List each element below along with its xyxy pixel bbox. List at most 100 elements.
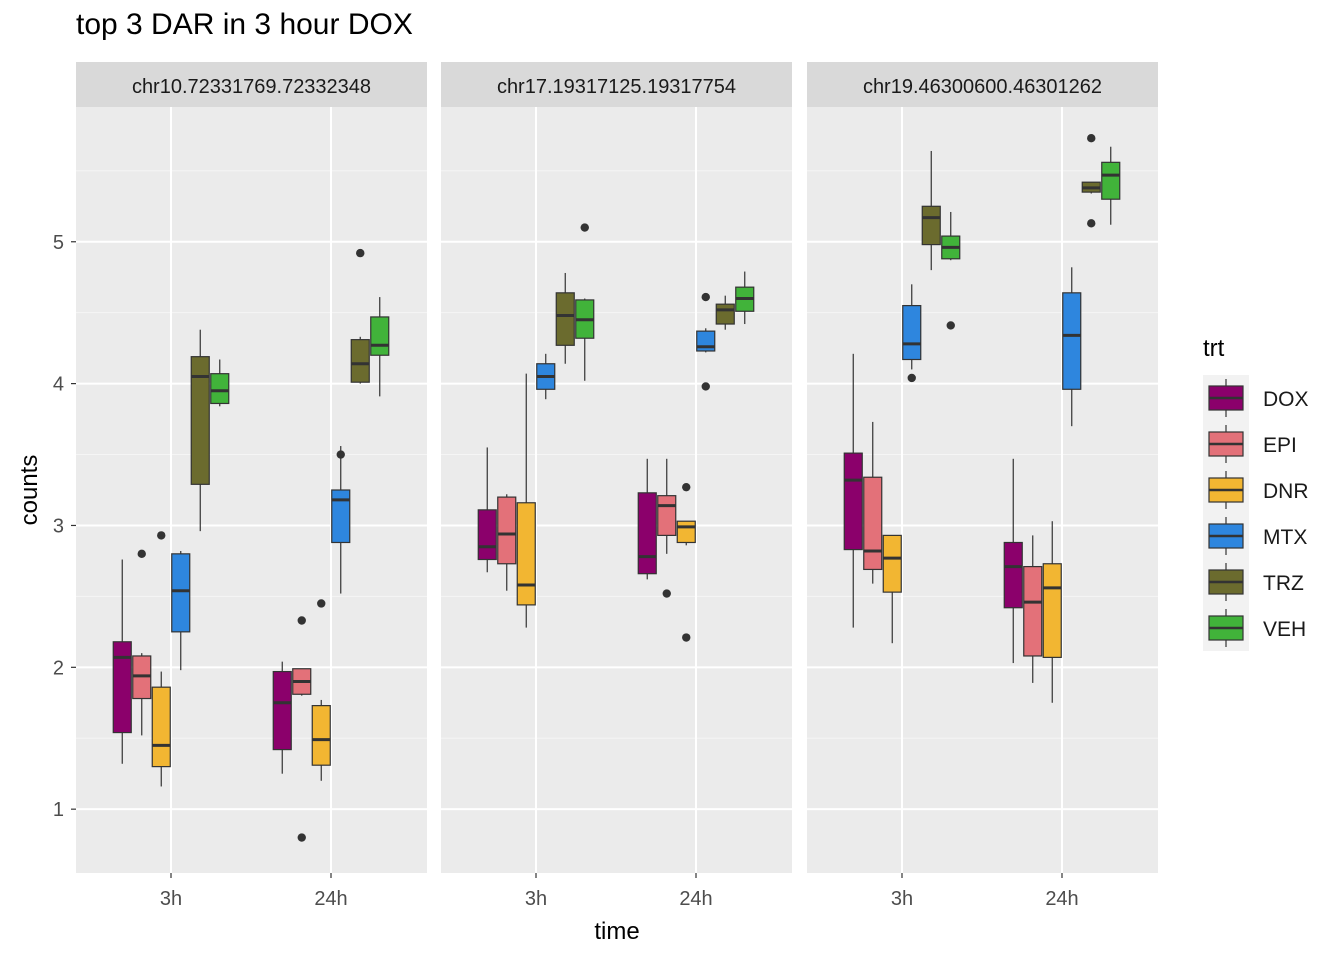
outlier-point — [946, 321, 955, 330]
facet-panel-3: chr19.46300600.46301262 — [807, 62, 1158, 873]
box-epi-24h — [657, 458, 677, 598]
box-body — [1003, 541, 1023, 609]
box-trz-3h — [555, 272, 575, 364]
box-mtx-24h — [331, 446, 351, 594]
box-body — [331, 489, 351, 544]
box-dox-3h — [843, 353, 863, 628]
box-trz-24h — [715, 295, 735, 330]
facet-panel-2: chr17.19317125.19317754 — [441, 62, 792, 873]
box-dnr-24h — [311, 599, 331, 781]
legend-item-epi: EPI — [1203, 421, 1297, 467]
outlier-point — [682, 482, 691, 492]
legend-item-dnr: DNR — [1203, 467, 1309, 513]
chart-title: top 3 DAR in 3 hour DOX — [76, 8, 413, 41]
box-body — [1023, 565, 1043, 657]
box-body — [497, 496, 517, 565]
facet-strip — [807, 62, 1158, 107]
box-body — [882, 534, 902, 593]
box-body — [1062, 292, 1082, 390]
facet-strip — [441, 62, 792, 107]
box-dnr-3h — [516, 373, 536, 628]
legend-item-mtx: MTX — [1203, 513, 1307, 559]
box-body — [1042, 563, 1062, 658]
outlier-point — [1087, 134, 1096, 143]
outlier-point — [356, 248, 365, 258]
outlier-point — [317, 599, 326, 608]
box-body — [516, 502, 536, 606]
box-mtx-24h — [1062, 267, 1082, 427]
x-axis-label: time — [594, 918, 639, 945]
box-veh-24h — [735, 271, 755, 325]
box-epi-3h — [497, 494, 517, 591]
outlier-point — [297, 616, 306, 625]
legend-label: DOX — [1263, 388, 1309, 411]
box-body — [311, 705, 331, 766]
facet-strip — [76, 62, 427, 107]
facet-panel-1: chr10.72331769.72332348 — [76, 62, 427, 873]
legend-label: VEH — [1263, 618, 1306, 641]
box-veh-24h — [1101, 146, 1121, 225]
outlier-point — [137, 549, 146, 559]
box-epi-3h — [132, 549, 152, 736]
x-tick-label: 24h — [679, 888, 712, 910]
legend: trt DOX EPI DNR MTX TRZ VEH — [1203, 335, 1309, 651]
box-body — [370, 316, 390, 356]
box-veh-24h — [370, 297, 390, 397]
box-epi-24h — [1023, 535, 1043, 683]
box-body — [863, 476, 883, 571]
y-axis-label: counts — [16, 455, 43, 526]
box-veh-3h — [941, 211, 961, 330]
box-body — [350, 339, 370, 383]
box-epi-24h — [292, 616, 312, 842]
box-veh-3h — [575, 223, 595, 381]
legend-item-trz: TRZ — [1203, 559, 1304, 605]
box-mtx-3h — [902, 284, 922, 383]
box-veh-3h — [210, 359, 230, 407]
legend-item-dox: DOX — [1203, 375, 1309, 421]
box-trz-24h — [1081, 134, 1101, 228]
box-dnr-3h — [151, 531, 171, 787]
box-dnr-24h — [676, 482, 696, 642]
outlier-point — [662, 589, 671, 598]
legend-label: MTX — [1263, 526, 1307, 549]
box-mtx-3h — [536, 353, 556, 400]
box-body — [637, 492, 657, 575]
box-body — [715, 303, 735, 325]
facet-strip-label: chr19.46300600.46301262 — [863, 76, 1102, 98]
y-tick-label: 1 — [53, 799, 64, 821]
outlier-point — [1087, 219, 1096, 228]
outlier-point — [580, 223, 589, 232]
box-dox-3h — [477, 447, 497, 573]
facet-strip-label: chr17.19317125.19317754 — [497, 76, 736, 98]
box-body — [112, 641, 132, 734]
outlier-point — [682, 633, 691, 642]
y-tick-label: 2 — [53, 657, 64, 679]
box-body — [477, 509, 497, 561]
box-dox-3h — [112, 559, 132, 764]
box-trz-3h — [921, 150, 941, 271]
panel-background — [76, 107, 427, 873]
x-tick-label: 24h — [314, 888, 347, 910]
box-body — [676, 520, 696, 544]
box-body — [151, 686, 171, 768]
legend-label: TRZ — [1263, 572, 1304, 595]
box-trz-3h — [190, 329, 210, 532]
box-dox-24h — [1003, 458, 1023, 664]
x-tick-label: 3h — [525, 888, 547, 910]
box-body — [171, 553, 191, 633]
x-tick-label: 24h — [1045, 888, 1078, 910]
outlier-point — [336, 450, 345, 459]
box-body — [657, 495, 677, 536]
y-tick-label: 3 — [53, 515, 64, 537]
box-dox-24h — [637, 458, 657, 580]
y-tick-label: 5 — [53, 232, 64, 254]
box-body — [210, 373, 230, 405]
box-trz-24h — [350, 248, 370, 384]
box-body — [272, 670, 292, 751]
facet-strip-label: chr10.72331769.72332348 — [132, 76, 371, 98]
outlier-point — [157, 531, 166, 540]
box-epi-3h — [863, 421, 883, 584]
outlier-point — [907, 373, 916, 383]
outlier-point — [701, 382, 710, 391]
